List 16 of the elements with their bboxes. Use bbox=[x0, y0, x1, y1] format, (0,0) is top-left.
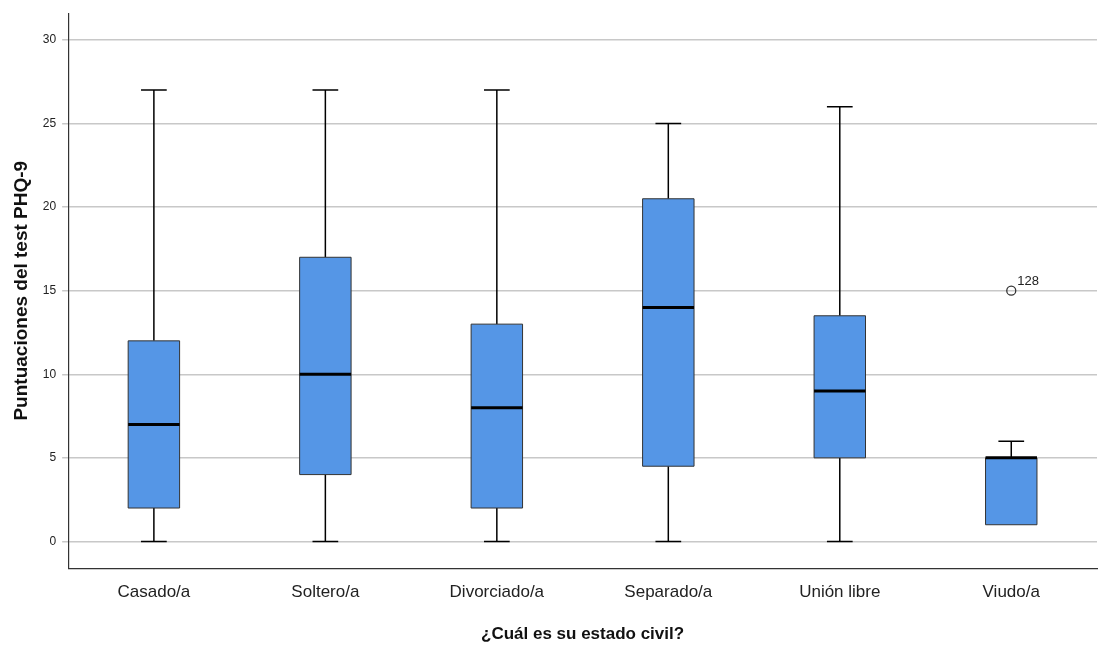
x-axis-title: ¿Cuál es su estado civil? bbox=[481, 624, 685, 644]
y-tick-label: 20 bbox=[42, 199, 57, 214]
y-tick-label: 5 bbox=[49, 450, 57, 465]
y-tick-label: 0 bbox=[49, 533, 57, 548]
x-tick-label: Soltero/a bbox=[291, 582, 360, 602]
y-tick-label: 25 bbox=[42, 115, 57, 130]
x-tick-label: Casado/a bbox=[117, 582, 191, 602]
x-tick-label: Unión libre bbox=[799, 582, 881, 602]
y-axis-title: Puntuaciones del test PHQ-9 bbox=[9, 160, 31, 421]
annotation: 128 bbox=[1017, 272, 1039, 288]
y-tick-label: 15 bbox=[42, 283, 57, 298]
y-tick-label: 10 bbox=[42, 366, 57, 381]
x-tick-label: Divorciado/a bbox=[449, 582, 545, 602]
x-tick-label: Separado/a bbox=[624, 582, 713, 602]
y-tick-label: 30 bbox=[42, 32, 57, 47]
x-tick-label: Viudo/a bbox=[982, 582, 1041, 602]
